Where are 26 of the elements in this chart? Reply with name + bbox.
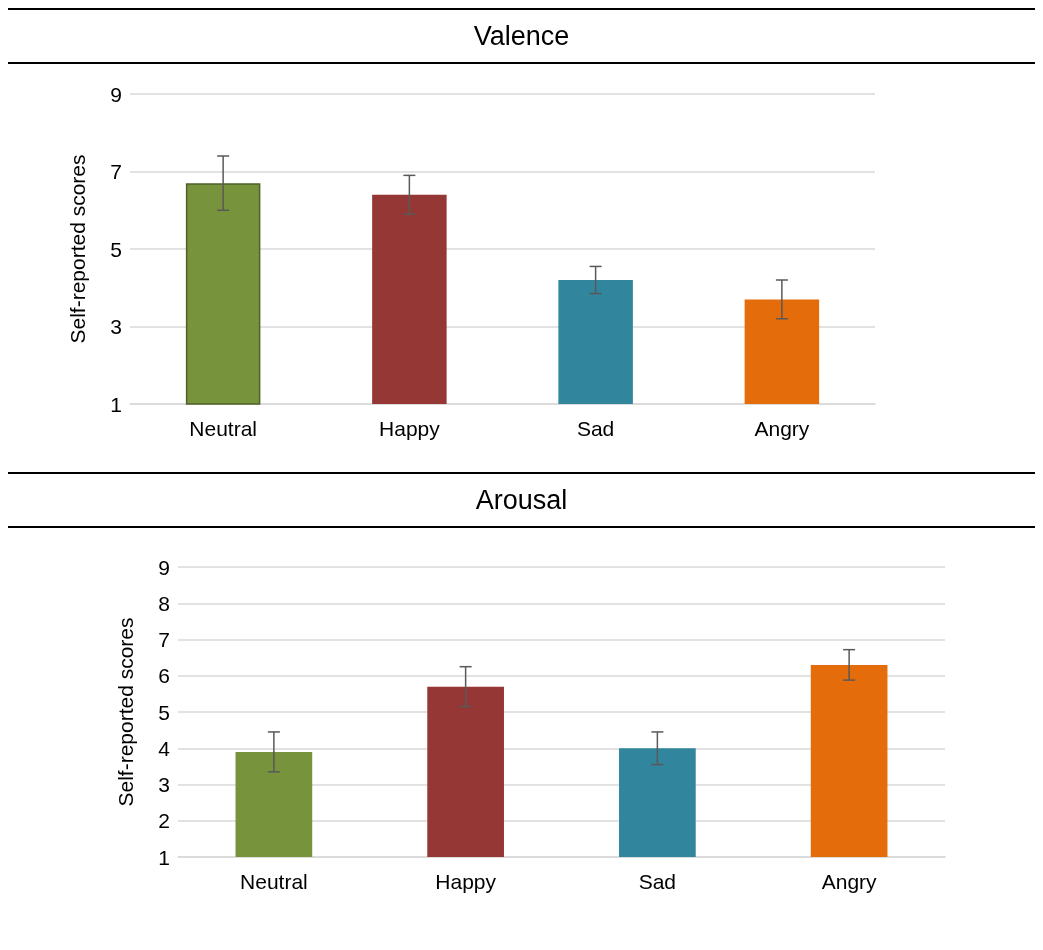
y-tick-label: 5 <box>158 700 170 724</box>
y-tick-label: 9 <box>158 555 170 579</box>
x-tick-label: Happy <box>435 870 497 893</box>
y-axis-title: Self-reported scores <box>114 617 137 807</box>
y-tick-label: 7 <box>110 160 122 183</box>
y-axis-title: Self-reported scores <box>66 154 89 344</box>
x-tick-label: Sad <box>576 417 615 440</box>
y-tick-label: 3 <box>110 315 122 338</box>
y-tick-label: 9 <box>110 82 122 106</box>
chart-title: Valence <box>8 8 1035 64</box>
y-tick-label: 3 <box>158 773 170 796</box>
x-tick-label: Neutral <box>240 870 308 893</box>
y-tick-label: 1 <box>158 845 170 869</box>
y-tick-label: 6 <box>158 664 170 688</box>
y-tick-label: 4 <box>158 736 171 760</box>
x-tick-label: Angry <box>821 870 878 893</box>
y-tick-label: 5 <box>110 237 122 261</box>
x-tick-label: Sad <box>638 870 677 893</box>
x-tick-label: Neutral <box>189 417 257 440</box>
chart-title: Arousal <box>8 472 1035 528</box>
y-tick-label: 1 <box>110 392 122 416</box>
x-tick-label: Angry <box>754 417 810 440</box>
y-tick-label: 8 <box>158 591 170 615</box>
x-tick-label: Happy <box>379 417 441 440</box>
y-tick-label: 2 <box>158 809 170 833</box>
y-tick-label: 7 <box>158 628 170 651</box>
